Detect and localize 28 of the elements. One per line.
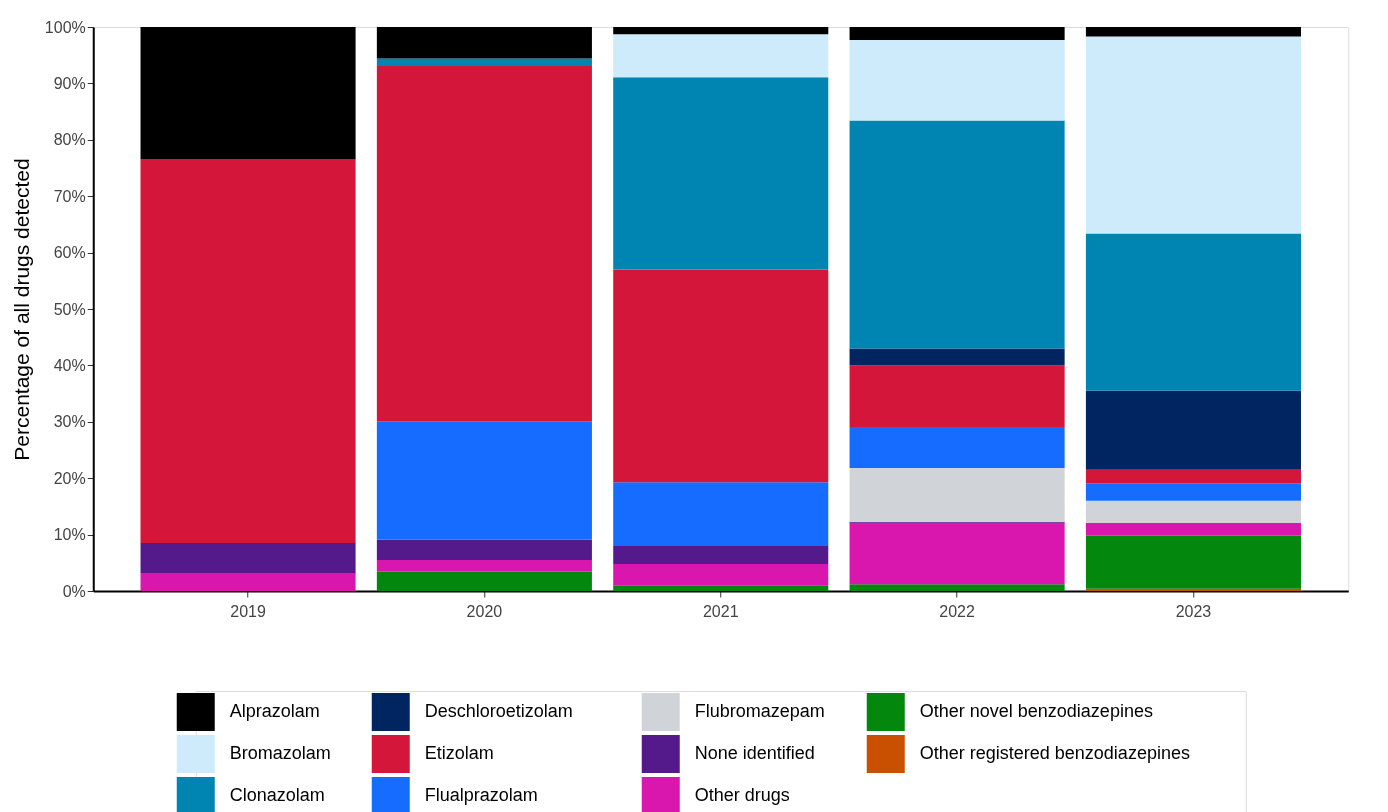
legend-label: None identified [694, 743, 815, 763]
y-tick-label: 0% [62, 582, 86, 600]
y-tick-label: 100% [44, 18, 86, 36]
y-tick-label: 90% [53, 74, 86, 92]
x-tick-label: 2021 [702, 602, 739, 620]
legend-label: Other registered benzodiazepines [919, 743, 1190, 763]
y-tick-label: 70% [53, 187, 86, 205]
legend-label: Etizolam [424, 743, 494, 763]
y-tick-label: 10% [53, 526, 86, 544]
legend-label: Bromazolam [229, 743, 331, 763]
x-tick-label: 2019 [230, 602, 266, 620]
y-axis-title: Percentage of all drugs detected [9, 158, 33, 461]
legend-label: Deschloroetizolam [424, 701, 573, 721]
legend-label: Flualprazolam [424, 785, 538, 805]
legend-label: Alprazolam [229, 701, 320, 721]
x-tick-label: 2022 [939, 602, 975, 620]
y-tick-label: 30% [53, 413, 86, 431]
x-tick-label: 2023 [1175, 602, 1212, 620]
y-tick-label: 40% [53, 356, 86, 374]
y-tick-label: 20% [53, 469, 86, 487]
legend-label: Clonazolam [229, 785, 325, 805]
legend-label: Other drugs [694, 785, 790, 805]
x-tick-label: 2020 [466, 602, 503, 620]
y-tick-label: 60% [53, 244, 86, 262]
legend-label: Other novel benzodiazepines [919, 701, 1153, 721]
y-tick-label: 50% [53, 300, 86, 318]
y-tick-label: 80% [53, 131, 86, 149]
legend-label: Flubromazepam [694, 701, 825, 721]
